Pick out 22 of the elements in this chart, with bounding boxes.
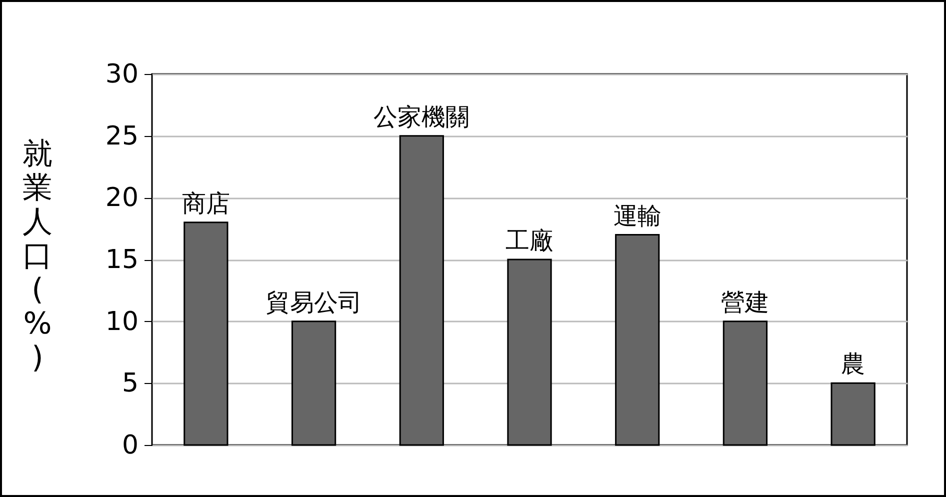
bar <box>399 135 444 446</box>
bar <box>184 222 228 446</box>
x-tick-label: 營建 <box>721 288 770 316</box>
bar <box>291 320 336 446</box>
y-tick-label: 15 <box>105 245 138 275</box>
x-tick-label: 運輸 <box>613 202 662 230</box>
x-tick-label: 公家機關 <box>374 102 470 131</box>
y-tick-label: 25 <box>105 121 138 152</box>
x-tick-label: 工廠 <box>506 226 554 254</box>
y-tick-label: 10 <box>105 306 138 337</box>
y-tick-label: 5 <box>122 368 138 399</box>
bar <box>722 320 768 446</box>
y-tick-label: 0 <box>122 430 138 460</box>
y-axis-title: 就業人口(%) <box>22 136 52 376</box>
y-tick-label: 20 <box>105 183 138 214</box>
bar <box>507 258 552 446</box>
y-tick-label: 30 <box>105 60 138 90</box>
x-tick-label: 農 <box>841 350 866 378</box>
x-tick-label: 貿易公司 <box>266 288 362 316</box>
x-tick-label: 商店 <box>182 189 230 218</box>
bar <box>830 382 876 446</box>
bar <box>615 234 660 446</box>
